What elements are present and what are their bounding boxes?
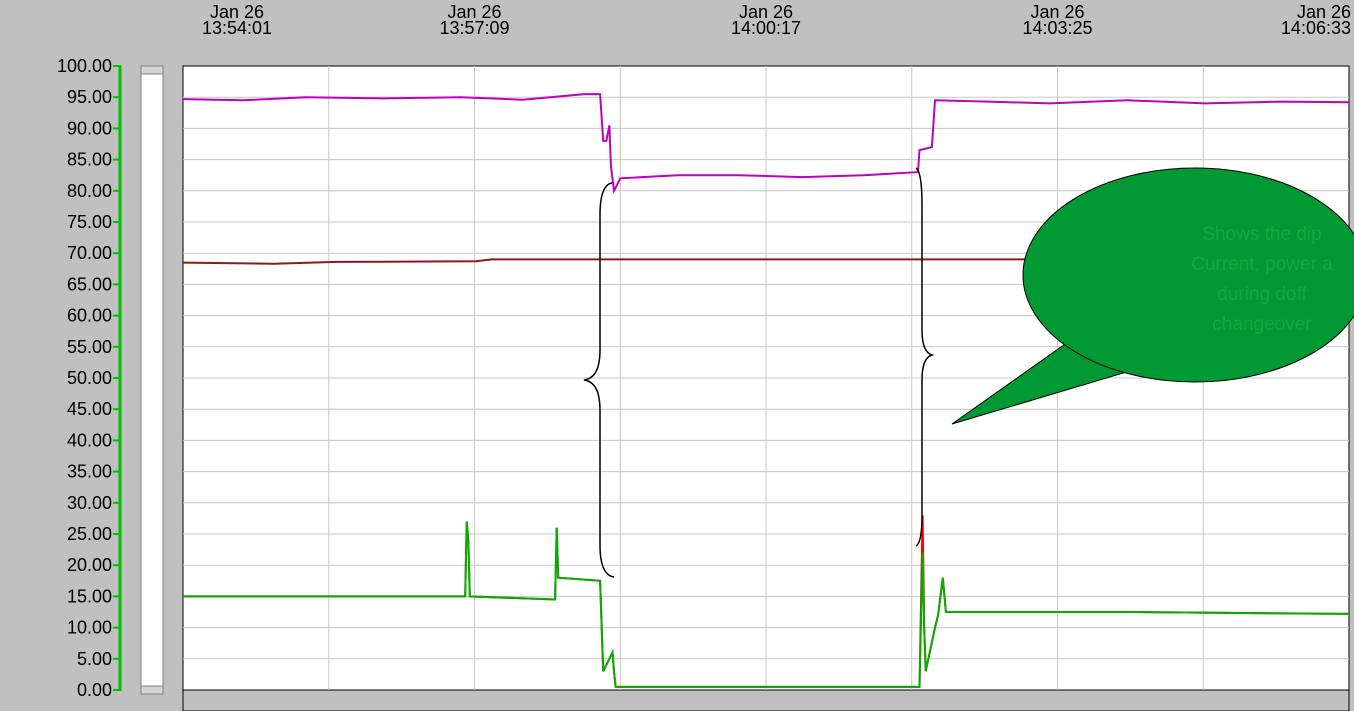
x-tick-label: 14:00:17 xyxy=(731,18,801,38)
series-line xyxy=(183,521,1349,688)
x-tick-label: 14:06:33 xyxy=(1281,18,1351,38)
y-tick-label: 50.00 xyxy=(67,368,112,388)
callout-text: Shows the dip xyxy=(1202,224,1321,245)
y-tick-label: 90.00 xyxy=(67,118,112,138)
y-tick-label: 10.00 xyxy=(67,618,112,638)
y-tick-label: 80.00 xyxy=(67,181,112,201)
y-tick-label: 25.00 xyxy=(67,524,112,544)
x-tick-label: 13:57:09 xyxy=(439,18,509,38)
y-tick-label: 5.00 xyxy=(77,649,112,669)
y-tick-label: 0.00 xyxy=(77,680,112,700)
callout-text: during doff xyxy=(1217,284,1307,305)
callout-join xyxy=(1084,318,1160,364)
series-line xyxy=(183,93,1349,195)
callout-text: Current, power a xyxy=(1191,254,1333,275)
x-tick-label: Jan 26 xyxy=(210,2,264,22)
y-tick-label: 30.00 xyxy=(67,493,112,513)
y-tick-label: 60.00 xyxy=(67,306,112,326)
y-tick-label: 35.00 xyxy=(67,462,112,482)
y-tick-label: 20.00 xyxy=(67,555,112,575)
series-line xyxy=(183,258,1349,265)
y-tick-label: 45.00 xyxy=(67,399,112,419)
x-tick-label: Jan 26 xyxy=(739,2,793,22)
y-tick-label: 55.00 xyxy=(67,337,112,357)
y-tick-label: 85.00 xyxy=(67,150,112,170)
y-tick-label: 70.00 xyxy=(67,243,112,263)
bottom-strip xyxy=(182,689,1350,711)
y-tick-label: 40.00 xyxy=(67,430,112,450)
x-tick-label: Jan 26 xyxy=(1030,2,1084,22)
x-tick-label: 13:54:01 xyxy=(202,18,272,38)
y-tick-label: 15.00 xyxy=(67,586,112,606)
x-tick-label: 14:03:25 xyxy=(1022,18,1092,38)
callout-bubble xyxy=(1022,167,1354,383)
y-tick-label: 65.00 xyxy=(67,274,112,294)
brace-right xyxy=(915,167,935,547)
y-tick-label: 100.00 xyxy=(57,56,112,76)
x-tick-label: Jan 26 xyxy=(447,2,501,22)
scroll-handle-bottom[interactable] xyxy=(140,685,164,695)
scroll-handle-top[interactable] xyxy=(140,65,164,75)
callout-text: changeover xyxy=(1212,314,1312,335)
scrollbar[interactable] xyxy=(140,67,164,693)
brace-left xyxy=(583,182,615,578)
y-tick-label: 75.00 xyxy=(67,212,112,232)
y-tick-label: 95.00 xyxy=(67,87,112,107)
x-tick-label: Jan 26 xyxy=(1297,2,1351,22)
